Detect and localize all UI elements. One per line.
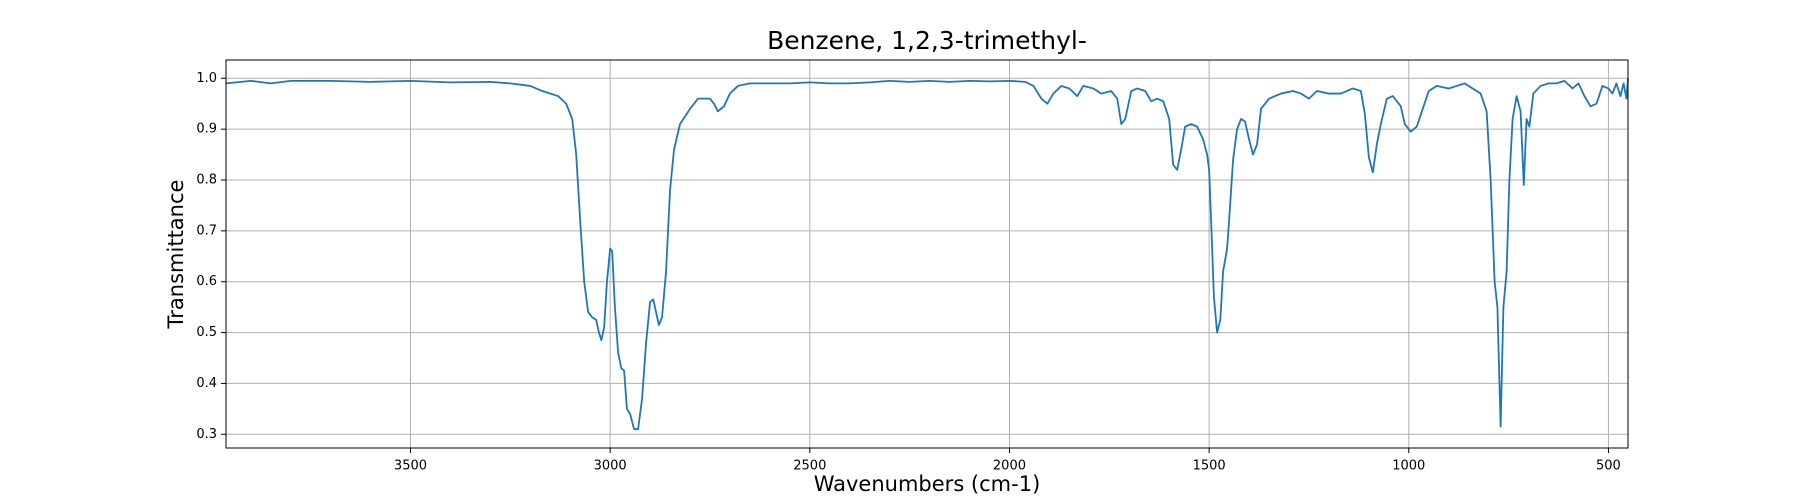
x-tick-label: 500 <box>1596 459 1621 474</box>
plot-frame <box>225 59 1629 449</box>
spectrum-line <box>225 78 1629 431</box>
y-tick-label: 0.7 <box>196 223 217 238</box>
x-tick-label: 1000 <box>1392 459 1425 474</box>
y-tick-label: 0.5 <box>196 325 217 340</box>
y-tick-label: 0.6 <box>196 274 217 289</box>
y-axis-label: Transmittance <box>164 180 188 330</box>
x-tick-label: 2500 <box>793 459 826 474</box>
x-tick-label: 2000 <box>993 459 1026 474</box>
x-tick-label: 3500 <box>394 459 427 474</box>
x-tick-label: 1500 <box>1193 459 1226 474</box>
y-tick-label: 1.0 <box>196 71 217 86</box>
x-tick-label: 3000 <box>594 459 627 474</box>
y-tick-label: 0.9 <box>196 122 217 137</box>
y-tick-label: 0.3 <box>196 427 217 442</box>
y-tick-label: 0.8 <box>196 173 217 188</box>
chart-title: Benzene, 1,2,3-trimethyl- <box>767 26 1087 55</box>
x-axis-label: Wavenumbers (cm-1) <box>814 472 1041 496</box>
y-tick-label: 0.4 <box>196 376 217 391</box>
